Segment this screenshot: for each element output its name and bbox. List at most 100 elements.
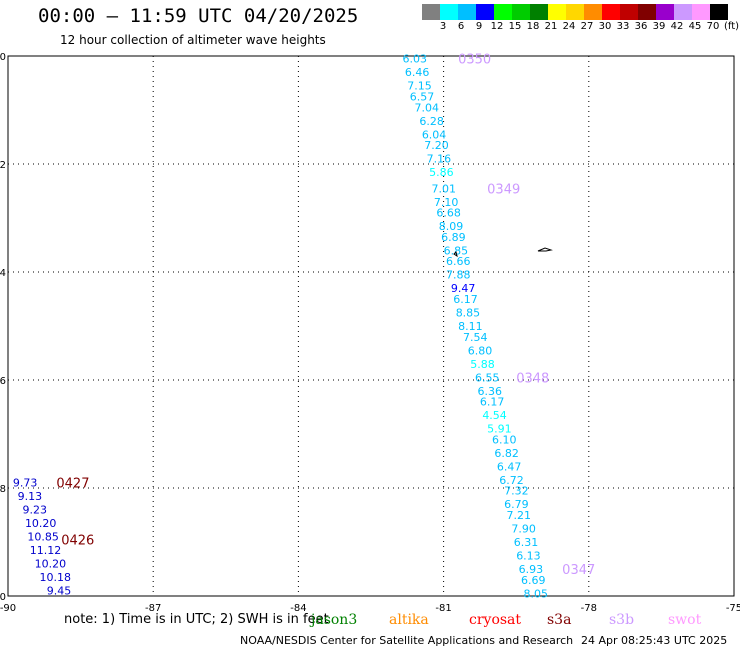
wave-height-value: 6.85	[444, 244, 469, 257]
wave-height-value: 5.91	[487, 423, 512, 436]
legend-label: 21	[544, 21, 558, 32]
wave-height-value: 6.28	[419, 115, 444, 128]
credit-line: NOAA/NESDIS Center for Satellite Applica…	[240, 634, 574, 647]
footer-note: note: 1) Time is in UTC; 2) SWH is in fe…	[64, 612, 329, 627]
wave-height-value: 7.21	[507, 509, 532, 522]
wave-height-value: 6.31	[514, 536, 539, 549]
y-tick-label: -30	[0, 52, 6, 63]
y-tick-label: -32	[0, 160, 6, 171]
wave-height-value: 9.45	[47, 585, 72, 598]
legend-label: 42	[670, 21, 684, 32]
legend-label: 30	[598, 21, 612, 32]
wave-height-value: 7.88	[446, 269, 471, 282]
legend-label: 36	[634, 21, 648, 32]
y-tick-label: -40	[0, 592, 6, 603]
wave-height-value: 7.04	[415, 101, 440, 114]
legend-label: 12	[490, 21, 504, 32]
legend-label: 45	[688, 21, 702, 32]
x-tick-label: -90	[0, 603, 16, 614]
plot-frame	[7, 55, 735, 597]
satellite-s3b: s3b	[609, 612, 635, 628]
legend-label: 39	[652, 21, 666, 32]
wave-height-value: 6.10	[492, 433, 517, 446]
y-tick-label: -38	[0, 484, 6, 495]
wave-height-value: 10.85	[27, 531, 59, 544]
legend-label: 15	[508, 21, 522, 32]
legend-swatch	[584, 4, 602, 20]
legend-swatch	[602, 4, 620, 20]
wave-height-value: 9.47	[451, 282, 476, 295]
wave-height-value: 7.54	[463, 331, 488, 344]
wave-height-value: 6.13	[516, 550, 541, 563]
legend-swatch	[440, 4, 458, 20]
wave-height-value: 11.12	[30, 544, 61, 557]
pass-label: 0350	[458, 53, 491, 68]
legend-swatch	[458, 4, 476, 20]
wave-height-value: 7.20	[424, 139, 449, 152]
pass-label: 0348	[516, 371, 549, 386]
wave-height-value: 6.46	[405, 66, 430, 79]
wave-height-value: 7.16	[427, 153, 452, 166]
legend-label: 33	[616, 21, 630, 32]
y-tick-label: -34	[0, 268, 6, 279]
generated-timestamp: 24 Apr 08:25:43 UTC 2025	[581, 634, 728, 647]
wave-height-value: 6.04	[422, 128, 447, 141]
legend-label: 3	[439, 21, 447, 32]
legend-swatch	[512, 4, 530, 20]
legend-swatch	[494, 4, 512, 20]
island-shape	[453, 251, 458, 258]
legend-swatch	[638, 4, 656, 20]
wave-height-value: 4.54	[482, 409, 507, 422]
wave-height-value: 7.15	[407, 80, 432, 93]
wave-height-value: 6.68	[436, 207, 461, 220]
x-tick-label: -81	[435, 603, 451, 614]
chart-title: 00:00 – 11:59 UTC 04/20/2025	[38, 5, 359, 27]
wave-height-value: 8.85	[456, 307, 481, 320]
wave-height-value: 6.17	[480, 396, 505, 409]
wave-height-value: 5.86	[429, 166, 454, 179]
wave-height-value: 8.05	[523, 587, 548, 600]
wave-height-value: 6.03	[402, 53, 427, 66]
wave-height-value: 9.73	[13, 477, 38, 490]
wave-height-value: 6.47	[497, 460, 521, 473]
pass-label: 0349	[487, 182, 520, 197]
legend-label: 9	[475, 21, 483, 32]
wave-height-value: 10.20	[35, 558, 66, 571]
legend-swatch	[476, 4, 494, 20]
wave-height-value: 10.18	[39, 571, 71, 584]
wave-height-value: 6.80	[468, 344, 493, 357]
legend-label: 6	[457, 21, 465, 32]
wave-height-value: 7.32	[504, 485, 528, 498]
legend-swatch	[548, 4, 566, 20]
x-tick-label: -84	[290, 603, 306, 614]
satellite-jason3: jason3	[311, 612, 358, 628]
wave-height-value: 6.79	[504, 498, 528, 511]
legend-swatch	[422, 4, 440, 20]
legend-label: 24	[562, 21, 576, 32]
legend-swatch	[530, 4, 548, 20]
wave-height-value: 6.72	[499, 474, 524, 487]
legend-label: 70	[706, 21, 720, 32]
pass-label: 0427	[56, 477, 89, 492]
legend-swatch	[656, 4, 674, 20]
legend-swatch	[710, 4, 728, 20]
wave-height-value: 7.90	[511, 523, 536, 536]
legend-units: (ft)	[724, 21, 740, 32]
legend-swatch	[692, 4, 710, 20]
legend-label: 18	[526, 21, 540, 32]
x-tick-label: -78	[581, 603, 597, 614]
pass-label: 0426	[61, 533, 94, 548]
wave-height-value: 6.89	[441, 231, 466, 244]
satellite-s3a: s3a	[547, 612, 572, 628]
island-shape	[537, 247, 553, 252]
wave-height-value: 8.09	[439, 220, 464, 233]
wave-height-value: 6.66	[446, 255, 471, 268]
wave-height-value: 6.17	[453, 293, 478, 306]
wave-height-value: 6.93	[519, 563, 544, 576]
wave-height-value: 9.23	[23, 504, 48, 517]
wave-height-value: 6.69	[521, 574, 546, 587]
satellite-altika: altika	[389, 612, 429, 628]
satellite-cryosat: cryosat	[469, 612, 522, 628]
wave-height-value: 10.20	[25, 517, 57, 530]
